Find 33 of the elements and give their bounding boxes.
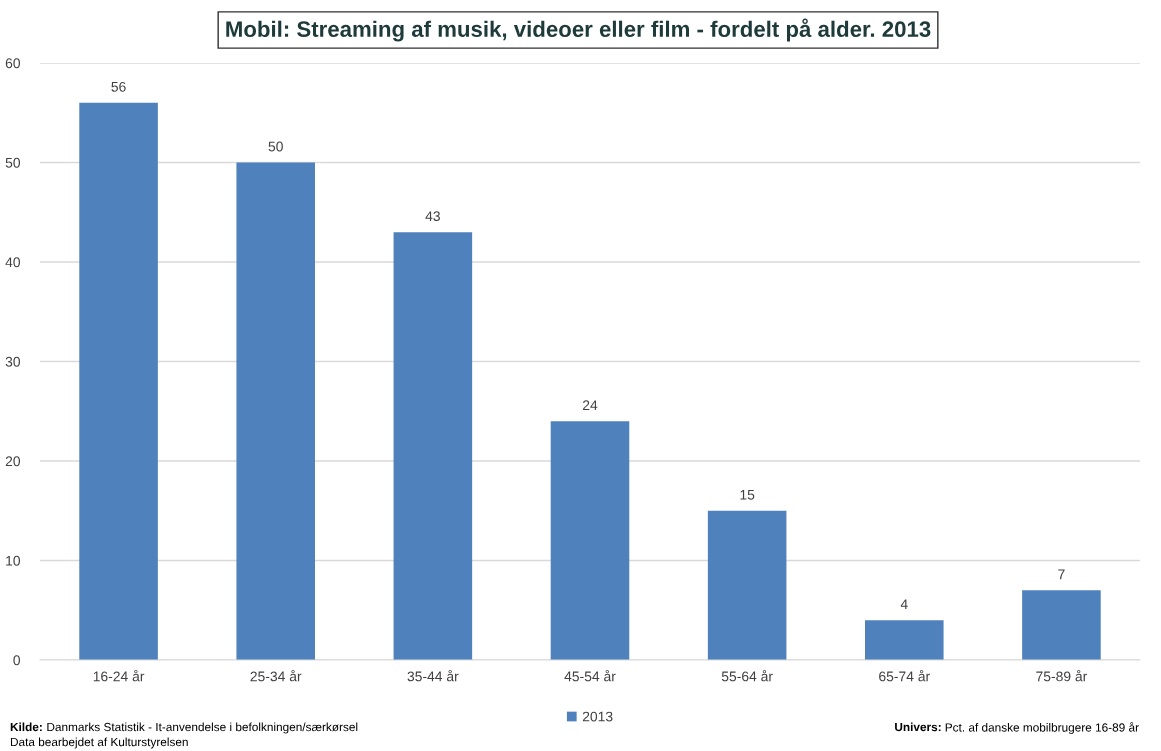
data-label: 56 (111, 81, 126, 92)
x-tick-label: 55-64 år (721, 669, 773, 682)
text: Data bearbejdet af Kulturstyrelsen (10, 737, 188, 749)
text: Kilde: Danmarks Statistik - It-anvendelse i befolkningen/særkørsel (10, 722, 358, 734)
bar (865, 620, 944, 660)
y-tick-label: 40 (5, 257, 21, 268)
data-label: 43 (425, 211, 440, 222)
data-label: 15 (740, 489, 755, 500)
chart-title: Mobil: Streaming af musik, videoer eller film - fordelt på alder. 2013 (226, 18, 931, 42)
bar (236, 162, 315, 660)
data-label: 50 (268, 141, 283, 152)
y-tick-label: 50 (5, 157, 21, 168)
x-tick-label: 25-34 år (250, 669, 302, 682)
x-tick-label: 16-24 år (93, 669, 145, 682)
legend-label: 2013 (582, 711, 613, 722)
x-tick-label: 35-44 år (407, 669, 459, 682)
bar (707, 510, 787, 660)
bar (79, 102, 158, 660)
y-tick-label: 60 (5, 58, 21, 69)
x-tick-label: 75-89 år (1036, 669, 1088, 682)
y-tick-label: 20 (5, 456, 21, 467)
data-label: 24 (582, 400, 598, 410)
x-tick-label: 45-54 år (564, 669, 616, 682)
y-tick-label: 30 (5, 356, 21, 367)
text: Univers: Pct. af danske mobilbrugere 16-89 år (895, 722, 1139, 734)
y-tick-label: 0 (13, 655, 21, 666)
data-label: 7 (1058, 569, 1065, 580)
bar (393, 232, 473, 660)
bar (550, 421, 630, 660)
y-tick-label: 10 (6, 555, 21, 566)
data-label: 4 (900, 599, 908, 609)
bar (1022, 590, 1101, 660)
x-tick-label: 65-74 år (879, 669, 930, 682)
